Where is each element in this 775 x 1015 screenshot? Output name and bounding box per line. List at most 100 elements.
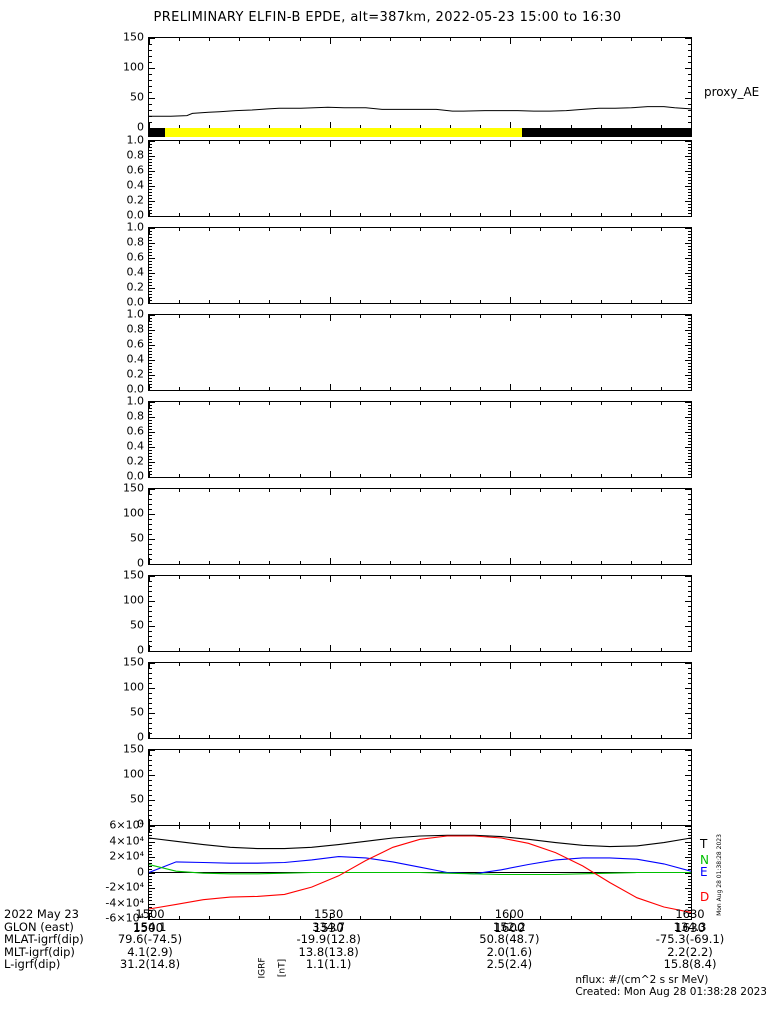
x-tick [149, 826, 150, 832]
x-tick [691, 819, 692, 825]
ephemeris-value: 15.8(8.4) [663, 957, 717, 972]
x-tick [330, 122, 331, 128]
y-major-tick [685, 141, 691, 142]
y-major-tick [149, 288, 155, 289]
x-tick [209, 387, 210, 390]
x-tick [239, 141, 240, 144]
x-tick [149, 489, 150, 495]
x-tick [179, 663, 180, 666]
y-minor-tick [688, 423, 691, 424]
y-minor-tick [688, 198, 691, 199]
y-minor-tick [149, 144, 152, 145]
y-minor-tick [149, 177, 152, 178]
y-major-tick [149, 626, 155, 627]
y-tick-label: 0.8 [126, 322, 145, 336]
y-tick-label: 0.4 [126, 265, 145, 279]
x-tick [239, 125, 240, 128]
y-minor-tick [149, 860, 152, 861]
y-major-tick [149, 738, 155, 739]
y-minor-tick [688, 384, 691, 385]
y-minor-tick [688, 795, 691, 796]
ephemeris-value: 334.7 [312, 919, 346, 934]
y-minor-tick [149, 474, 152, 475]
y-minor-tick [149, 348, 152, 349]
y-minor-tick [688, 829, 691, 830]
y-major-tick [149, 888, 155, 889]
x-tick [360, 228, 361, 231]
x-tick [571, 489, 572, 492]
x-tick-label: 1500 [132, 921, 164, 935]
x-tick [540, 489, 541, 492]
y-minor-tick [149, 790, 152, 791]
y-minor-tick [688, 267, 691, 268]
x-tick [239, 822, 240, 825]
y-major-tick [685, 738, 691, 739]
y-minor-tick [149, 866, 152, 867]
y-minor-tick [688, 529, 691, 530]
y-minor-tick [149, 342, 152, 343]
y-minor-tick [149, 907, 152, 908]
x-tick [209, 576, 210, 579]
y-minor-tick [149, 276, 152, 277]
y-minor-tick [149, 333, 152, 334]
x-tick [269, 474, 270, 477]
igrf-created-stamp: Mon Aug 28 01:38:28 2023 [715, 834, 723, 916]
y-minor-tick [149, 339, 152, 340]
x-tick [149, 819, 150, 825]
panel-en-omni-yticks: 0.0 0.2 0.4 0.6 0.8 1.0 [0, 135, 148, 221]
x-tick [661, 561, 662, 564]
y-minor-tick [688, 159, 691, 160]
y-major-tick [149, 800, 155, 801]
y-major-tick [149, 38, 155, 39]
y-minor-tick [688, 366, 691, 367]
y-minor-tick [149, 150, 152, 151]
x-tick [420, 916, 421, 919]
x-tick [601, 38, 602, 41]
y-minor-tick [688, 755, 691, 756]
y-minor-tick [688, 297, 691, 298]
y-major-tick [685, 98, 691, 99]
x-tick [390, 213, 391, 216]
y-minor-tick [688, 509, 691, 510]
x-tick [420, 735, 421, 738]
y-minor-tick [688, 636, 691, 637]
x-tick [510, 297, 511, 303]
y-minor-tick [688, 835, 691, 836]
y-minor-tick [149, 183, 152, 184]
ephemeris-value: 1530 [314, 907, 344, 921]
x-tick [300, 663, 301, 666]
footer-note: nflux: #/(cm^2 s sr MeV) Created: Mon Au… [575, 974, 767, 998]
x-tick [540, 125, 541, 128]
ephemeris-value: 152.2 [492, 919, 526, 934]
y-major-tick [149, 432, 155, 433]
x-tick [480, 916, 481, 919]
panel-en-omni-axis: elbpefenspec2plotomni[keV]0.00.20.40.60.… [0, 135, 288, 278]
y-major-tick [685, 626, 691, 627]
y-minor-tick [149, 444, 152, 445]
x-tick [179, 402, 180, 405]
x-tick [420, 489, 421, 492]
y-tick-label: 0.6 [126, 337, 145, 351]
x-tick [300, 228, 301, 231]
x-tick [480, 826, 481, 829]
y-minor-tick [149, 429, 152, 430]
x-tick [239, 663, 240, 666]
y-minor-tick [688, 549, 691, 550]
x-tick [149, 558, 150, 564]
y-minor-tick [688, 435, 691, 436]
y-minor-tick [149, 426, 152, 427]
x-tick [209, 750, 210, 753]
y-minor-tick [688, 678, 691, 679]
y-minor-tick [149, 80, 152, 81]
x-tick [420, 402, 421, 405]
y-minor-tick [149, 780, 152, 781]
ephemeris-value: 13.8(13.8) [298, 944, 359, 959]
y-minor-tick [688, 324, 691, 325]
x-tick [601, 402, 602, 405]
x-tick [330, 141, 331, 147]
y-tick-label: 4×10⁴ [109, 834, 144, 847]
y-minor-tick [688, 92, 691, 93]
y-tick-label: 50 [130, 90, 144, 104]
x-tick [510, 913, 511, 919]
x-tick [691, 913, 692, 919]
